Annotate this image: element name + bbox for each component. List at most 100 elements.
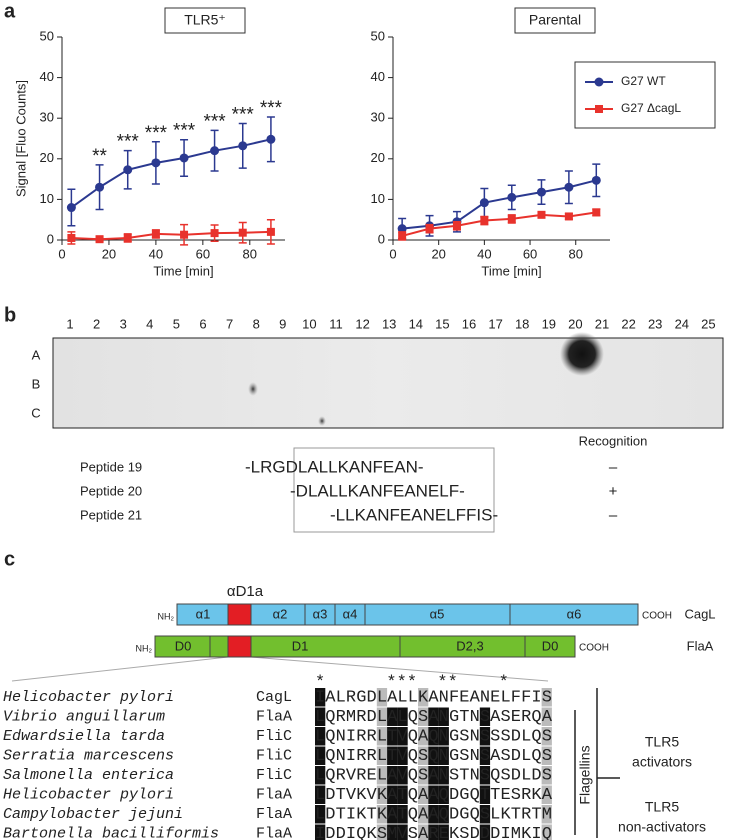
shade [315,805,326,824]
connector [11,656,229,682]
shade [438,805,449,824]
chart-title: Parental [529,12,581,28]
column-label: 23 [648,316,662,331]
organism: Salmonella enterica [3,767,174,784]
protein: FlaA [256,708,292,725]
shade [438,785,449,804]
point [592,208,601,217]
shade [428,746,439,765]
column-label: 11 [329,316,343,331]
protein-name: FlaA [687,638,714,653]
shade [541,785,552,804]
region-box [227,635,252,658]
organism: Helicobacter pylori [3,786,174,803]
shade [541,707,552,726]
legend-marker [594,77,604,87]
column-label: 14 [409,316,423,331]
shade [397,746,408,765]
title-box [514,7,596,34]
x-tick-label: 60 [196,246,210,261]
shade [541,688,552,707]
x-tick-label: 20 [102,246,116,261]
protein: FlaA [256,806,292,823]
shade [376,824,388,840]
y-axis-label: Signal [Fluo Counts] [13,80,28,197]
row-label: C [31,405,40,420]
shade [418,727,429,746]
point [591,175,601,185]
sequence: LQRVRELAVQSANSTNSQSDLDS [315,766,552,785]
shade [387,707,398,726]
shade [418,805,429,824]
column-label: 10 [302,316,316,331]
shade [387,824,398,840]
point [66,203,76,213]
shade [479,805,491,824]
shade [418,688,429,707]
sequence: LDTVKVKATQAAQDGQTTESRKA [315,786,553,805]
y-tick-label: 0 [378,231,385,246]
recognition: + [609,483,618,500]
point [67,233,76,242]
point [123,233,132,242]
sequence: IALRGDLALLKANFEANELFFIS [315,688,552,707]
column-label: 22 [621,316,635,331]
point [537,210,546,219]
column-label: 21 [595,316,609,331]
segment-label: D0 [542,638,559,653]
point [507,214,516,223]
protein-name: CagL [684,606,715,621]
y-tick-label: 20 [371,150,385,165]
legend-marker [595,105,603,113]
blot-spot [560,332,604,376]
column-label: 15 [435,316,449,331]
point [238,141,248,151]
y-tick-label: 50 [371,28,385,43]
shade [428,824,439,840]
shade [315,824,326,840]
column-label: 13 [382,316,396,331]
shade [387,766,398,785]
shade [541,805,552,824]
protein: CagL [256,689,292,706]
segment-label: α6 [567,606,582,621]
segment-label: α1 [196,606,211,621]
legend-label: G27 ΔcagL [621,101,681,115]
recognition: – [609,507,618,524]
point [564,212,573,221]
shade [428,707,439,726]
column-label: 16 [462,316,476,331]
point [397,224,407,234]
shade [315,785,326,804]
shade [315,688,326,707]
point [210,229,219,238]
point [238,228,247,237]
shade [315,746,326,765]
shade [438,824,449,840]
title-box [164,7,246,34]
point [564,182,574,192]
segment-label: D2,3 [456,638,483,653]
point [210,146,220,156]
point [479,198,489,208]
point [123,165,133,175]
shade [479,785,491,804]
sequence: LQRMRDLALQSANGTNSASERQA [315,708,553,727]
column-label: 4 [146,316,153,331]
group-label: TLR5 [645,799,679,815]
significance: *** [145,123,168,144]
x-tick-label: 40 [477,246,491,261]
peptide-sequence: -LLKANFEANELFFIS- [330,505,498,524]
y-tick-label: 50 [40,28,54,43]
shade [418,766,429,785]
y-tick-label: 30 [40,110,54,125]
segment-label: α4 [343,606,358,621]
shade [376,766,388,785]
column-label: 20 [568,316,582,331]
sequence: IDDIQKSMVSAREKSDDDIMKIQ [315,825,552,840]
column-label: 18 [515,316,529,331]
series-line [401,211,597,237]
point [266,134,276,144]
shade [438,707,449,726]
shade [315,707,326,726]
